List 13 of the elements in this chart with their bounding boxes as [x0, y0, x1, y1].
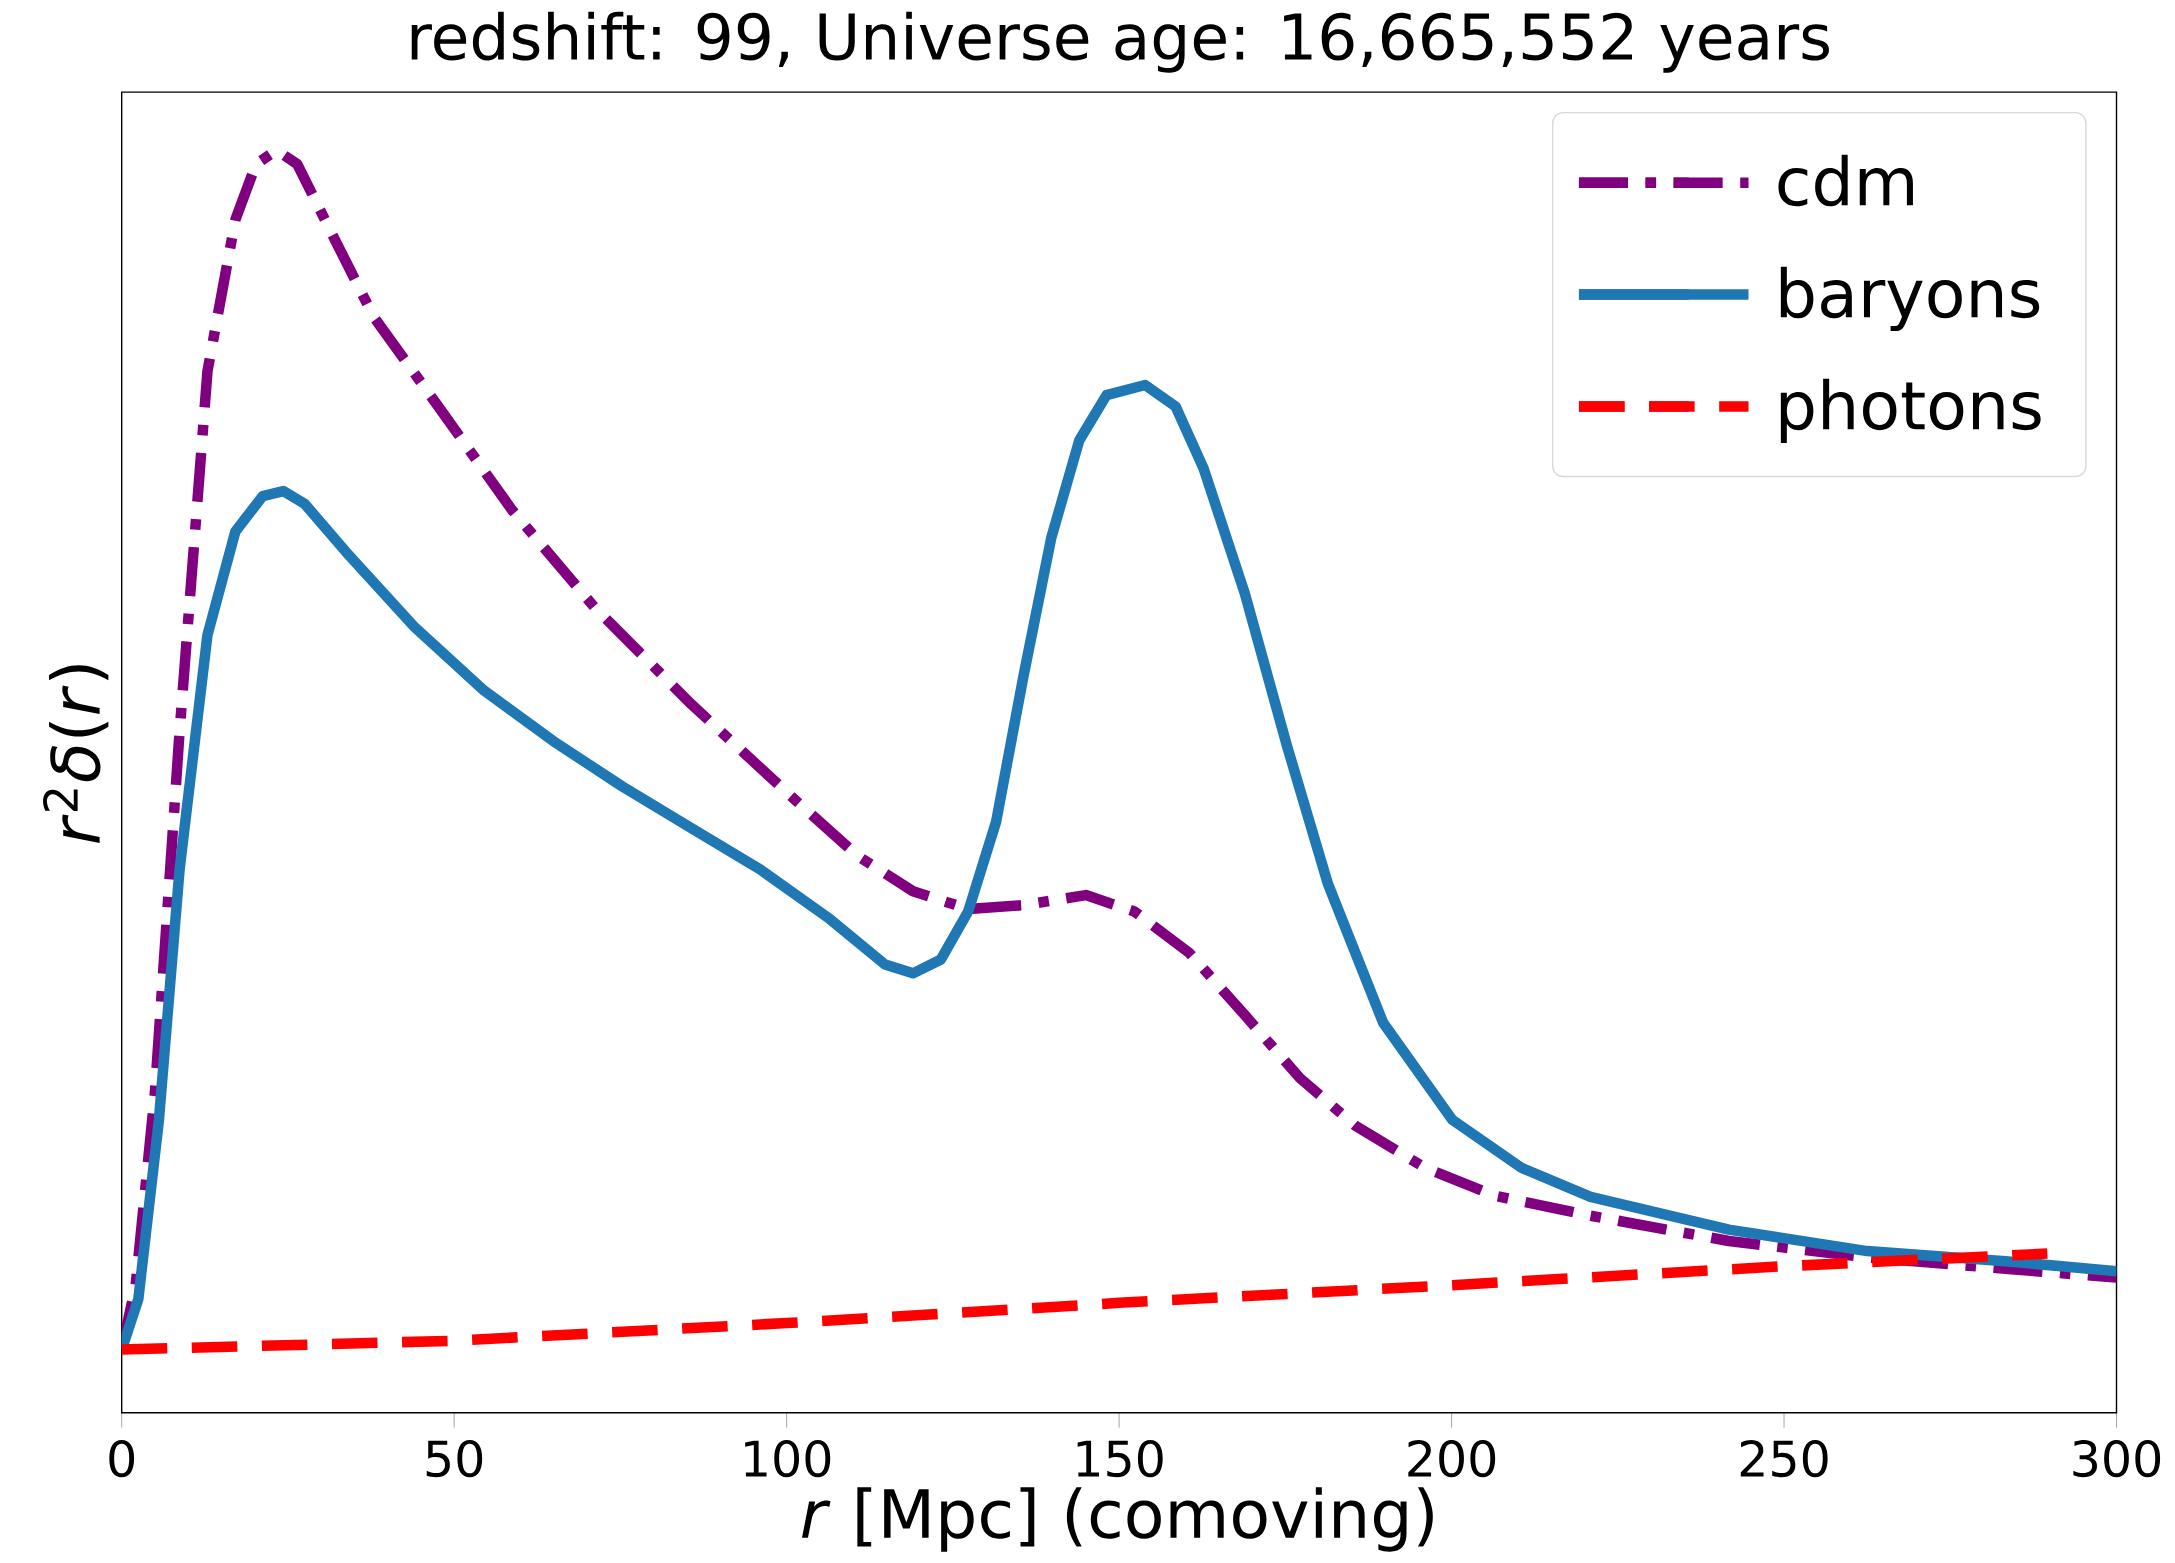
- x-tick-label: 0: [109, 1439, 135, 1478]
- y-axis-title: r$^{2}$δ(r): [43, 665, 109, 843]
- x-tick-label: 150: [1077, 1439, 1163, 1478]
- x-tick-label: 300: [2073, 1439, 2161, 1478]
- legend-label: baryons: [1780, 266, 2040, 331]
- x-tick-label: 50: [426, 1439, 483, 1478]
- legend-label: cdm: [1778, 154, 1913, 207]
- x-tick-label: 200: [1408, 1439, 1496, 1478]
- x-axis-title: r [Mpc] (comoving): [802, 1487, 1433, 1552]
- x-tick-label: 100: [745, 1439, 831, 1478]
- x-tick-label: 250: [1740, 1439, 1828, 1478]
- legend-label: photons: [1780, 378, 2041, 443]
- chart-title: redshift: 99, Universe age: 16,665,552 years: [411, 11, 1829, 73]
